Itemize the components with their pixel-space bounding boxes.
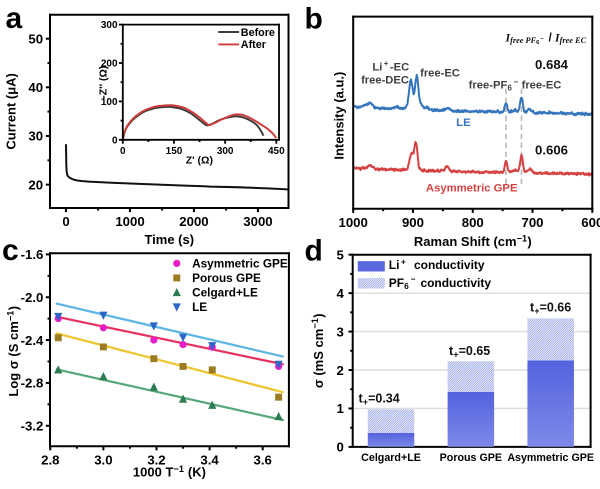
svg-text:2: 2: [336, 363, 343, 378]
svg-text:Asymmetric GPE: Asymmetric GPE: [426, 182, 518, 194]
svg-text:t: t: [530, 300, 534, 314]
svg-text:40: 40: [28, 80, 43, 95]
svg-text:800: 800: [462, 215, 484, 230]
svg-text:+: +: [534, 306, 539, 316]
svg-text:+: +: [363, 397, 368, 407]
svg-text:Celgard+LE: Celgard+LE: [361, 452, 421, 464]
svg-text:Current (μA): Current (μA): [4, 73, 19, 149]
svg-text:free-DEC: free-DEC: [361, 74, 409, 86]
svg-text:d: d: [305, 235, 323, 268]
svg-text:700: 700: [522, 215, 544, 230]
svg-text:L i: L i c o n d u c t i v i t y +: [389, 249, 491, 274]
svg-text:=0.34: =0.34: [368, 392, 400, 406]
svg-text:150: 150: [166, 146, 183, 157]
svg-text:Porous GPE: Porous GPE: [440, 452, 502, 464]
svg-text:2.8: 2.8: [41, 452, 59, 467]
svg-text:3.6: 3.6: [254, 452, 272, 467]
svg-text:Asymmetric GPE: Asymmetric GPE: [192, 258, 288, 271]
svg-text:LE: LE: [456, 117, 471, 129]
svg-text:3.0: 3.0: [94, 452, 112, 467]
svg-text:-2.0: -2.0: [21, 290, 44, 305]
svg-text:0: 0: [62, 214, 69, 229]
svg-text:R a m a: R a m a n S h i f t ( c m ) − 1: [414, 222, 538, 252]
svg-text:5: 5: [336, 247, 343, 262]
svg-text:-2.4: -2.4: [21, 333, 44, 348]
svg-text:σ ( m: σ ( m S c m ) − 1: [298, 307, 328, 388]
svg-text:Time (s): Time (s): [144, 232, 194, 247]
svg-text:3.2: 3.2: [147, 452, 165, 467]
svg-text:t: t: [449, 344, 453, 358]
svg-text:+: +: [453, 350, 458, 360]
svg-text:600: 600: [581, 215, 600, 230]
svg-text:P F c: P F c o n d u c t i v i t y 6 −: [389, 267, 497, 294]
svg-text:c: c: [2, 234, 19, 267]
svg-text:Celgard+LE: Celgard+LE: [192, 287, 258, 300]
svg-text:L o g: L o g σ ( S c m ) − 1: [0, 300, 23, 397]
svg-text:1: 1: [336, 401, 343, 416]
svg-text:=0.65: =0.65: [459, 344, 491, 358]
svg-text:0.684: 0.684: [535, 57, 569, 72]
svg-text:100: 100: [101, 97, 118, 108]
svg-text:0: 0: [120, 146, 126, 157]
svg-text:I I f r: I I f r e e P F f r e e E C 6 − /: [505, 21, 593, 50]
svg-text:=0.66: =0.66: [540, 300, 572, 314]
svg-text:900: 900: [402, 215, 424, 230]
svg-text:free-EC: free-EC: [522, 79, 562, 91]
svg-text:20: 20: [28, 177, 43, 192]
svg-text:300: 300: [217, 146, 234, 157]
svg-text:2000: 2000: [179, 214, 208, 229]
svg-text:-Z'' (Ω): -Z'' (Ω): [98, 66, 109, 99]
svg-text:After: After: [241, 39, 267, 51]
svg-text:3.4: 3.4: [200, 452, 219, 467]
svg-text:a: a: [6, 2, 23, 35]
svg-text:200: 200: [101, 59, 118, 70]
svg-text:300: 300: [101, 20, 118, 31]
svg-text:0.606: 0.606: [535, 142, 568, 157]
svg-text:1 0 0 0: 1 0 0 0 T ( K ) − 1: [133, 452, 212, 482]
svg-text:-2.8: -2.8: [21, 376, 44, 391]
svg-text:1000: 1000: [115, 214, 144, 229]
svg-text:0: 0: [336, 440, 343, 455]
svg-text:50: 50: [28, 31, 43, 46]
svg-text:Before: Before: [241, 27, 275, 39]
svg-text:L i - E: L i - E C +: [372, 50, 415, 75]
svg-text:LE: LE: [192, 301, 207, 314]
svg-text:Asymmetric GPE: Asymmetric GPE: [507, 452, 594, 464]
svg-text:0: 0: [112, 135, 118, 146]
svg-text:3: 3: [336, 324, 343, 339]
svg-text:1000: 1000: [339, 215, 368, 230]
svg-text:Z' (Ω): Z' (Ω): [186, 156, 213, 167]
svg-text:t: t: [359, 392, 363, 406]
svg-text:450: 450: [268, 146, 285, 157]
svg-text:Intensity (a.u.): Intensity (a.u.): [331, 72, 346, 160]
svg-text:30: 30: [28, 129, 43, 144]
svg-text:f r e e: f r e e - P F 6 −: [469, 69, 519, 96]
svg-text:-3.2: -3.2: [21, 419, 44, 434]
svg-text:free-EC: free-EC: [420, 67, 460, 79]
svg-text:-1.6: -1.6: [21, 247, 44, 262]
svg-text:Porous GPE: Porous GPE: [192, 272, 261, 285]
svg-text:b: b: [305, 3, 323, 36]
svg-text:4: 4: [336, 286, 344, 301]
svg-text:3000: 3000: [243, 214, 272, 229]
